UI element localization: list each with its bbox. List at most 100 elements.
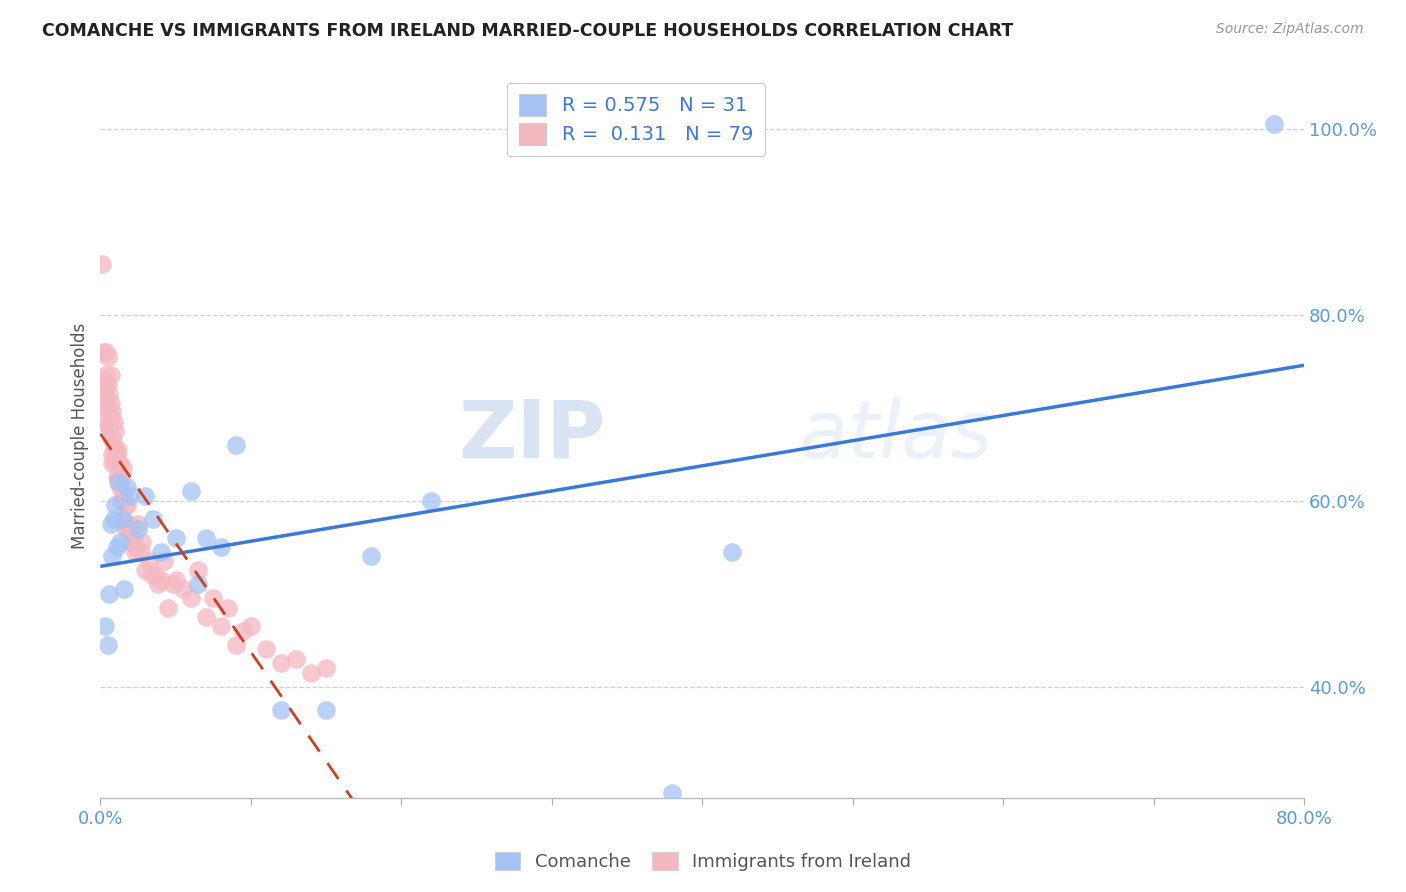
Point <box>131 535 153 549</box>
Point <box>111 461 134 475</box>
Point <box>138 554 160 568</box>
Point <box>101 405 124 419</box>
Point <box>100 428 122 442</box>
Point <box>104 457 127 471</box>
Point <box>152 554 174 568</box>
Point <box>254 642 277 657</box>
Point <box>108 480 131 494</box>
Point <box>146 577 169 591</box>
Point <box>97 638 120 652</box>
Legend: Comanche, Immigrants from Ireland: Comanche, Immigrants from Ireland <box>488 846 918 879</box>
Point <box>143 568 166 582</box>
Point <box>100 516 122 531</box>
Point <box>101 549 124 564</box>
Point <box>111 512 134 526</box>
Point <box>165 531 187 545</box>
Point <box>112 516 135 531</box>
Point <box>165 573 187 587</box>
Point <box>98 386 121 401</box>
Point <box>112 582 135 596</box>
Point <box>284 651 307 665</box>
Point <box>134 489 156 503</box>
Point <box>110 475 132 489</box>
Point <box>134 563 156 577</box>
Text: atlas: atlas <box>799 397 993 475</box>
Point <box>118 516 141 531</box>
Point <box>97 401 120 415</box>
Point <box>194 610 217 624</box>
Point <box>108 457 131 471</box>
Point <box>1263 117 1285 131</box>
Point <box>96 396 118 410</box>
Point <box>90 256 112 270</box>
Point <box>105 470 128 484</box>
Point <box>97 419 120 434</box>
Point <box>180 484 202 499</box>
Point <box>103 512 125 526</box>
Point <box>187 577 209 591</box>
Point <box>117 498 139 512</box>
Point <box>115 522 138 536</box>
Point <box>127 516 149 531</box>
Y-axis label: Married-couple Households: Married-couple Households <box>72 322 89 549</box>
Point <box>315 661 337 675</box>
Point <box>100 409 122 424</box>
Point <box>202 591 225 606</box>
Point <box>103 438 125 452</box>
Point <box>141 568 163 582</box>
Point <box>94 386 117 401</box>
Point <box>194 531 217 545</box>
Point <box>162 577 184 591</box>
Point <box>225 638 247 652</box>
Point <box>94 619 117 633</box>
Point <box>299 665 322 680</box>
Point <box>217 600 239 615</box>
Point <box>94 382 117 396</box>
Point <box>98 419 121 434</box>
Text: ZIP: ZIP <box>458 397 606 475</box>
Point <box>120 489 142 503</box>
Point <box>270 703 292 717</box>
Text: Source: ZipAtlas.com: Source: ZipAtlas.com <box>1216 22 1364 37</box>
Point <box>103 451 125 466</box>
Point <box>115 498 138 512</box>
Point <box>149 545 172 559</box>
Point <box>122 531 145 545</box>
Point <box>100 368 122 383</box>
Point <box>120 526 142 541</box>
Point <box>101 457 124 471</box>
Point <box>100 396 122 410</box>
Point <box>110 493 132 508</box>
Point <box>105 447 128 461</box>
Point <box>172 582 194 596</box>
Point <box>142 512 165 526</box>
Point <box>96 344 118 359</box>
Point <box>94 409 117 424</box>
Point <box>232 624 254 638</box>
Legend: R = 0.575   N = 31, R =  0.131   N = 79: R = 0.575 N = 31, R = 0.131 N = 79 <box>508 83 765 156</box>
Point <box>129 545 152 559</box>
Point <box>315 703 337 717</box>
Point <box>107 475 129 489</box>
Point <box>661 787 683 801</box>
Point <box>93 344 115 359</box>
Point <box>97 350 120 364</box>
Point <box>108 535 131 549</box>
Point <box>103 415 125 429</box>
Point <box>239 619 262 633</box>
Point <box>209 540 232 554</box>
Point <box>107 442 129 457</box>
Point <box>111 489 134 503</box>
Point <box>96 368 118 383</box>
Point <box>104 442 127 457</box>
Point <box>124 545 146 559</box>
Point <box>107 470 129 484</box>
Point <box>180 591 202 606</box>
Point <box>157 600 180 615</box>
Point <box>225 438 247 452</box>
Point <box>187 563 209 577</box>
Point <box>105 451 128 466</box>
Point <box>149 573 172 587</box>
Point <box>98 419 121 434</box>
Point <box>360 549 382 564</box>
